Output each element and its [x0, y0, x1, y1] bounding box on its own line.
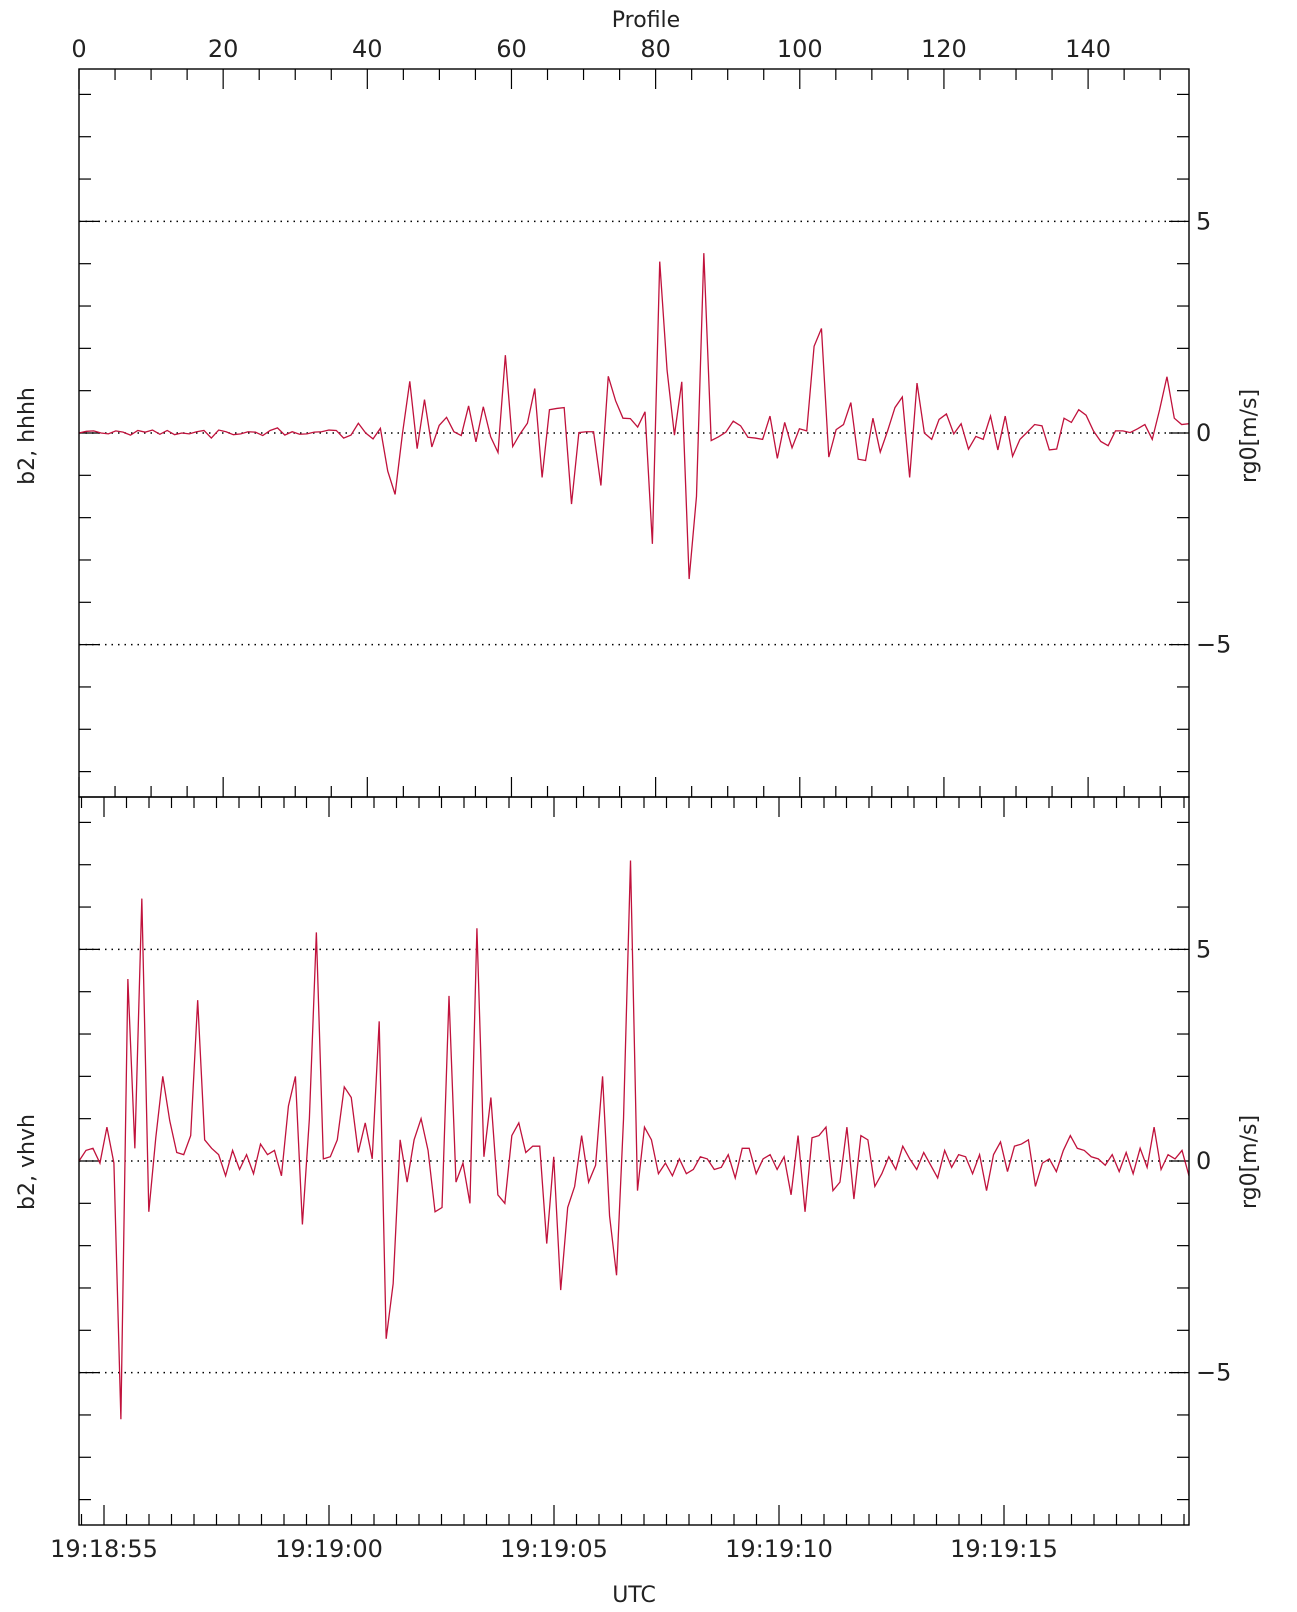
y-axis-ticks-vhvh: 5 0 −5: [79, 821, 1231, 1501]
y-axis-ticks-hhhh: 5 0 −5: [79, 93, 1231, 773]
top-tick-label: 100: [777, 35, 823, 63]
bottom-axis-ticks: 19:18:55 19:19:00 19:19:05 19:19:10 19:19:15: [50, 797, 1185, 1563]
top-tick-label: 120: [921, 35, 967, 63]
top-tick-label: 140: [1065, 35, 1111, 63]
y-tick-label: 5: [1196, 935, 1211, 963]
plot-frames: [78, 68, 1190, 1526]
top-tick-label: 60: [496, 35, 527, 63]
y-tick-label: −5: [1196, 1359, 1231, 1387]
top-tick-label: 20: [208, 35, 239, 63]
plot-frame-1: [78, 796, 1190, 1526]
panel-hhhh: b2, hhhh rg0[m/s] 5 0 −5: [15, 93, 1262, 773]
series-line-vhvh: [78, 860, 1190, 1420]
x-axis-title: UTC: [612, 1583, 656, 1608]
panel-label-vhvh: b2, vhvh: [15, 1114, 40, 1210]
panel-vhvh: b2, vhvh rg0[m/s] 5 0 −5: [15, 821, 1262, 1501]
series-line-hhhh: [78, 253, 1190, 580]
y-tick-label: −5: [1196, 631, 1231, 659]
top-tick-label: 40: [352, 35, 383, 63]
y-axis-title-hhhh: rg0[m/s]: [1237, 389, 1262, 483]
y-tick-label: 0: [1196, 419, 1211, 447]
top-axis-title: Profile: [612, 8, 680, 33]
top-tick-label: 0: [71, 35, 86, 63]
y-tick-label: 0: [1196, 1147, 1211, 1175]
y-axis-title-vhvh: rg0[m/s]: [1237, 1115, 1262, 1209]
top-tick-label: 80: [640, 35, 671, 63]
x-tick-label: 19:19:00: [275, 1535, 383, 1563]
x-tick-label: 19:19:05: [500, 1535, 608, 1563]
panel-label-hhhh: b2, hhhh: [15, 387, 40, 485]
y-tick-label: 5: [1196, 207, 1211, 235]
x-tick-label: 19:18:55: [50, 1535, 158, 1563]
x-tick-label: 19:19:10: [725, 1535, 833, 1563]
top-axis-ticks: 0 20 40 60 80 100 120 140: [71, 35, 1161, 797]
x-tick-label: 19:19:15: [950, 1535, 1058, 1563]
